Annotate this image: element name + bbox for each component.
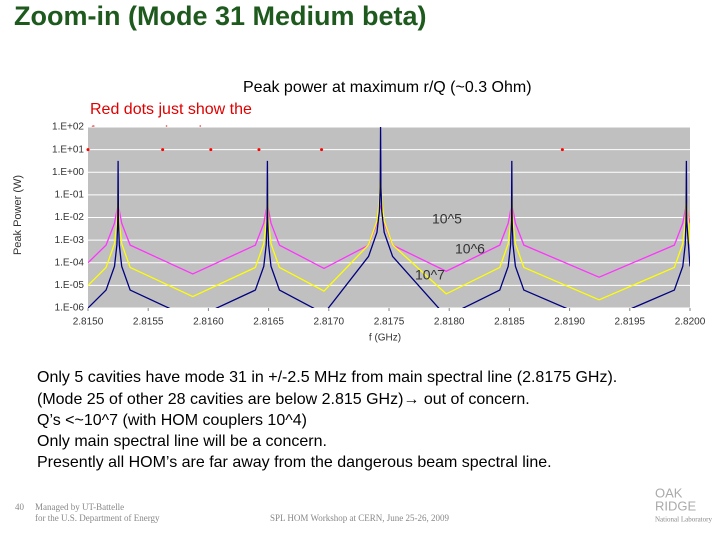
body-line: Only 5 cavities have mode 31 in +/-2.5 M…: [37, 369, 617, 386]
x-tick-label: 2.8150: [73, 317, 104, 328]
x-tick-label: 2.8165: [253, 317, 284, 328]
marker-note: Red dots just show the: [90, 101, 252, 118]
y-tick-label: 1.E-05: [55, 280, 85, 291]
frequency-dot: [257, 148, 261, 152]
x-tick-label: 2.8200: [675, 317, 706, 328]
frequency-dot: [560, 148, 564, 152]
body-line: (Mode 25 of other 28 cavities are below …: [37, 391, 530, 408]
frequency-dot: [161, 148, 165, 152]
logo-text: RIDGE: [655, 498, 697, 513]
y-tick-label: 1.E-06: [55, 303, 85, 314]
y-tick-label: 1.E+01: [52, 144, 84, 155]
page-number: 40: [15, 502, 25, 512]
y-tick-label: 1.E+02: [52, 122, 84, 133]
x-tick-label: 2.8160: [193, 317, 224, 328]
series-line: [88, 127, 690, 308]
annotation: 10^5: [432, 211, 462, 227]
slide-title: Zoom-in (Mode 31 Medium beta): [14, 1, 427, 31]
x-tick-label: 2.8195: [615, 317, 646, 328]
x-tick-label: 2.8155: [133, 317, 164, 328]
y-axis-label: Peak Power (W): [12, 175, 24, 255]
footer-event: SPL HOM Workshop at CERN, June 25-26, 20…: [270, 513, 450, 523]
x-tick-label: 2.8170: [314, 317, 345, 328]
footer-text: for the U.S. Department of Energy: [35, 513, 160, 523]
frequency-dot: [86, 148, 90, 152]
body-line: Presently all HOM’s are far away from th…: [37, 454, 552, 471]
x-axis-label: f (GHz): [369, 333, 401, 344]
body-line: Only main spectral line will be a concer…: [37, 433, 327, 450]
footer-text: Managed by UT-Battelle: [35, 502, 124, 512]
y-tick-label: 1.E+00: [52, 167, 84, 178]
y-tick-label: 1.E-04: [55, 257, 85, 268]
y-tick-label: 1.E-03: [55, 235, 85, 246]
body-line: Q’s <~10^7 (with HOM couplers 10^4): [37, 412, 307, 429]
x-tick-label: 2.8180: [434, 317, 465, 328]
x-tick-label: 2.8175: [374, 317, 405, 328]
y-tick-label: 1.E-01: [55, 190, 85, 201]
x-tick-label: 2.8190: [554, 317, 585, 328]
logo-text: National Laboratory: [655, 516, 712, 524]
chart-title: Peak power at maximum r/Q (~0.3 Ohm): [243, 79, 532, 96]
y-tick-label: 1.E-02: [55, 212, 85, 223]
frequency-dot: [209, 148, 213, 152]
logo-text: OAK: [655, 485, 683, 500]
x-tick-label: 2.8185: [494, 317, 525, 328]
frequency-dot: [320, 148, 324, 152]
annotation: 10^6: [455, 241, 485, 257]
annotation: 10^7: [415, 267, 445, 283]
